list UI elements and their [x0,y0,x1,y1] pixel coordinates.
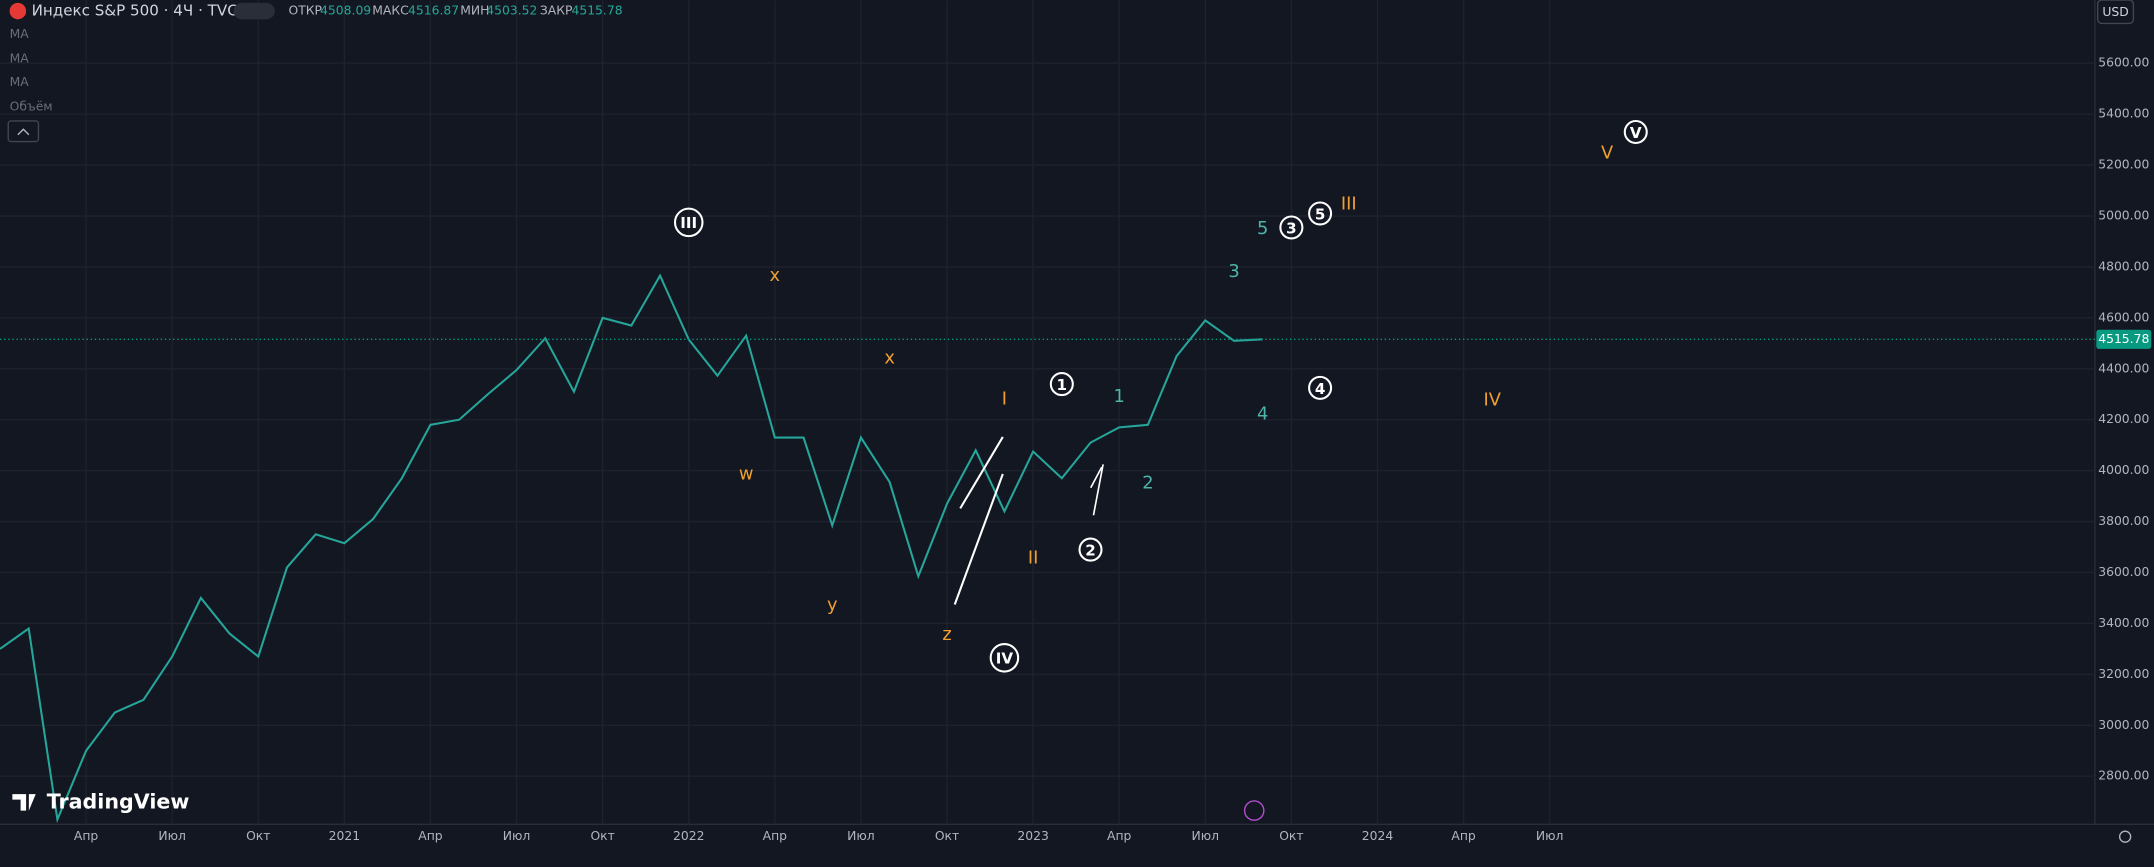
x-tick-label: 2023 [1017,829,1048,843]
logo: TradingView [47,789,190,813]
wave-label: w [739,464,754,485]
y-tick-label: 3600.00 [2098,565,2149,579]
x-tick-label: Окт [590,829,614,843]
indicator[interactable]: MA [10,52,30,66]
x-tick-label: Июл [503,829,531,843]
symbol[interactable]: Индекс S&P 500 · 4Ч · TVC [32,2,238,20]
trend-line [959,436,1004,509]
x-tick-label: Июл [158,829,186,843]
x-tick-label: Окт [246,829,270,843]
wave-label: z [942,624,951,645]
trend-line [1090,466,1103,489]
y-tick-label: 5600.00 [2098,56,2149,70]
wave-label: IV [1484,390,1502,411]
ohlc-value: 4516.87 [408,4,459,18]
wave-label: I [1002,388,1007,409]
x-tick-label: Июл [847,829,875,843]
y-tick-label: 4000.00 [2098,463,2149,477]
wave-label: V [1601,143,1614,164]
wave-label: x [770,265,781,286]
ohlc-value: 4508.09 [320,4,371,18]
y-tick-label: 5000.00 [2098,209,2149,223]
price-line [0,273,1263,824]
wave-label: 3 [1286,219,1297,237]
currency-box[interactable] [2096,0,2135,25]
grid [0,0,2095,825]
wave-circle [1049,372,1074,397]
y-tick-label: 4400.00 [2098,361,2149,375]
y-tick-label: 4600.00 [2098,310,2149,324]
symbol-icon [9,2,27,20]
wave-label: 5 [1257,218,1268,239]
wave-label: 4 [1257,404,1268,425]
wave-label: III [1341,194,1357,215]
y-tick-label: 5400.00 [2098,107,2149,121]
wave-label: 2 [1142,472,1153,493]
indicator[interactable]: MA [10,27,30,41]
x-tick-label: Апр [763,829,788,843]
last-price-box [2096,329,2152,349]
x-tick-label: Апр [1107,829,1132,843]
wave-circle [1279,215,1304,240]
wave-label: V [1630,124,1642,142]
wave-circle [1623,119,1648,145]
wave-label: II [1028,548,1039,569]
x-tick-label: Окт [935,829,959,843]
ohlc-label: МАКС [372,4,409,18]
ohlc-label: МИН [460,4,489,18]
wave-label: 1 [1114,386,1125,407]
logo-icon [12,794,36,811]
status-pill[interactable] [233,2,275,20]
last-price-label: 4515.78 [2098,332,2149,346]
collapse-button[interactable] [7,120,40,143]
y-tick-label: 4800.00 [2098,259,2149,273]
trend-line [953,473,1004,605]
x-tick-label: 2021 [329,829,360,843]
settings-icon[interactable] [2118,830,2132,843]
wave-label: III [680,214,697,232]
wave-circle [1308,375,1333,400]
ohlc-label: ОТКР [288,4,322,18]
x-tick-label: 2024 [1362,829,1394,843]
indicator[interactable]: Объём [10,100,53,114]
wave-label: 2 [1085,541,1096,559]
x-tick-label: Апр [1451,829,1476,843]
plot [0,273,2095,824]
event-icon[interactable] [1243,800,1265,821]
wave-label: IV [996,650,1014,668]
wave-label: 3 [1228,261,1239,282]
wave-label: 5 [1315,205,1326,223]
indicator[interactable]: MA [10,75,30,89]
x-tick-label: Июл [1536,829,1564,843]
y-tick-label: 3000.00 [2098,718,2149,732]
y-tick-label: 4200.00 [2098,412,2149,426]
x-tick-label: Апр [74,829,99,843]
wave-label: 1 [1057,376,1068,394]
y-tick-label: 3400.00 [2098,616,2149,630]
wave-label: 4 [1315,380,1326,398]
ohlc-value: 4515.78 [571,4,622,18]
wave-label: x [884,348,895,369]
x-tick-label: Июл [1192,829,1220,843]
wave-circle [1308,201,1333,226]
x-tick-label: 2022 [673,829,704,843]
collapse-icon [17,128,30,136]
wave-circle [1078,537,1103,562]
x-tick-label: Апр [418,829,443,843]
y-tick-label: 3800.00 [2098,514,2149,528]
wave-circle [989,643,1020,673]
x-tick-label: Окт [1279,829,1303,843]
ohlc-label: ЗАКР [540,4,573,18]
trend-line [1092,464,1104,516]
y-tick-label: 5200.00 [2098,158,2149,172]
wave-circle [673,207,704,238]
y-tick-label: 2800.00 [2098,769,2149,783]
currency[interactable]: USD [2102,5,2128,19]
ohlc-value: 4503.52 [486,4,537,18]
y-tick-label: 3200.00 [2098,667,2149,681]
wave-label: y [827,595,838,616]
